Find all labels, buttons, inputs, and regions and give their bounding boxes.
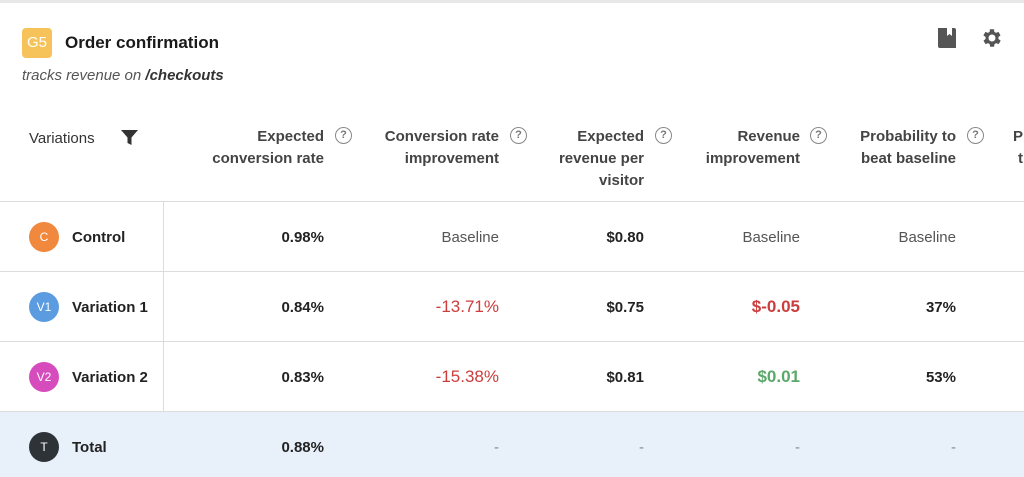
revenue-improvement: $0.01 [757,367,800,386]
header-divider [0,201,1024,202]
top-divider [0,0,1024,3]
header-truncated-column: P t [1013,126,1023,170]
gear-icon[interactable] [980,26,1004,50]
help-icon[interactable]: ? [655,127,672,144]
variation-avatar: V2 [29,362,59,392]
header-expected-conversion-rate: Expected conversion rate [212,126,324,170]
header-line: Expected [257,128,324,145]
row-divider [0,411,1024,412]
expected-conversion-rate: 0.84% [281,299,324,316]
table-row-control[interactable]: C Control 0.98% Baseline $0.80 Baseline … [0,202,1024,272]
expected-revenue-per-visitor: $0.75 [606,299,644,316]
variation-name: Variation 1 [72,299,148,316]
subtitle-prefix: tracks revenue on [22,67,146,84]
help-icon[interactable]: ? [810,127,827,144]
variation-name: Variation 2 [72,369,148,386]
conversion-rate-improvement: - [494,439,499,456]
header-revenue-improvement: Revenue improvement [706,126,800,170]
header-line: improvement [404,150,499,167]
table-row-variation-2[interactable]: V2 Variation 2 0.83% -15.38% $0.81 $0.01… [0,342,1024,412]
expected-conversion-rate: 0.88% [281,439,324,456]
header-probability-to-beat-baseline: Probability to beat baseline [860,126,956,170]
expected-conversion-rate: 0.98% [281,229,324,246]
revenue-improvement: Baseline [742,229,800,246]
revenue-improvement: $-0.05 [751,297,800,316]
header-line: Conversion rate [384,128,499,145]
header-line: visitor [598,172,644,189]
conversion-rate-improvement: -15.38% [435,367,499,386]
header-line: Probability to [860,128,956,145]
probability-to-beat-baseline: Baseline [898,229,956,246]
goal-title: Order confirmation [65,33,219,52]
help-icon[interactable]: ? [967,127,984,144]
header-line: Expected [577,128,644,145]
variation-avatar: V1 [29,292,59,322]
header-line: conversion rate [212,150,324,167]
goal-badge: G5 [22,28,52,58]
conversion-rate-improvement: Baseline [441,229,499,246]
row-divider [0,271,1024,272]
help-icon[interactable]: ? [335,127,352,144]
header-line: t [1018,150,1023,167]
header-expected-revenue-per-visitor: Expected revenue per visitor [559,126,644,192]
variation-name: Control [72,229,126,246]
column-divider [163,202,164,412]
probability-to-beat-baseline: - [951,439,956,456]
conversion-rate-improvement: -13.71% [435,297,499,316]
variations-header: Variations [29,130,95,147]
table-row-variation-1[interactable]: V1 Variation 1 0.84% -13.71% $0.75 $-0.0… [0,272,1024,342]
row-divider [0,341,1024,342]
header-line: revenue per [558,150,644,167]
expected-revenue-per-visitor: $0.80 [606,229,644,246]
probability-to-beat-baseline: 37% [925,299,956,316]
variation-avatar: T [29,432,59,462]
variation-avatar: C [29,222,59,252]
goal-subtitle: tracks revenue on /checkouts [22,67,224,84]
expected-revenue-per-visitor: $0.81 [606,369,644,386]
variation-name: Total [72,439,107,456]
revenue-improvement: - [795,439,800,456]
header-line: improvement [705,150,800,167]
header-line: P [1013,128,1024,145]
header-line: Revenue [737,128,800,145]
expected-revenue-per-visitor: - [639,439,644,456]
header-line: beat baseline [860,150,956,167]
expected-conversion-rate: 0.83% [281,369,324,386]
subtitle-path: /checkouts [145,67,224,84]
header-conversion-rate-improvement: Conversion rate improvement [385,126,499,170]
help-icon[interactable]: ? [510,127,527,144]
book-icon[interactable] [935,26,959,50]
table-row-total[interactable]: T Total 0.88% - - - - [0,412,1024,477]
filter-icon[interactable] [121,130,138,146]
probability-to-beat-baseline: 53% [925,369,956,386]
